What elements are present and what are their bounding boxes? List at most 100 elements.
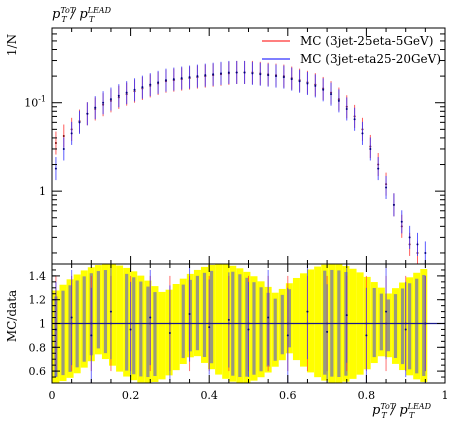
point-marker bbox=[204, 74, 207, 77]
data-point bbox=[188, 65, 191, 89]
ratio-point-marker bbox=[306, 310, 309, 313]
uncertainty-band-segment bbox=[222, 264, 230, 379]
uncertainty-band-segment bbox=[292, 277, 300, 361]
data-point bbox=[345, 97, 348, 121]
data-point bbox=[196, 64, 199, 88]
data-point bbox=[330, 82, 333, 106]
point-marker bbox=[290, 78, 293, 81]
overlap-band-segment bbox=[408, 283, 412, 370]
point-marker bbox=[164, 79, 167, 82]
ratio-xlabel: pToT T / pLEAD T bbox=[372, 402, 432, 420]
overlap-band-segment bbox=[273, 298, 277, 361]
ratio-point-marker bbox=[286, 334, 289, 337]
point-marker bbox=[337, 99, 340, 102]
overlap-band-segment bbox=[238, 274, 242, 377]
point-marker bbox=[54, 167, 57, 170]
ratio-point-marker bbox=[365, 334, 368, 337]
overlap-band-segment bbox=[195, 275, 200, 351]
point-marker bbox=[117, 94, 120, 97]
overlap-band-segment bbox=[372, 287, 376, 358]
data-point bbox=[227, 60, 230, 84]
uncertainty-band-segment bbox=[158, 291, 166, 380]
data-point bbox=[322, 78, 325, 102]
overlap-band-segment bbox=[400, 288, 405, 365]
point-marker bbox=[353, 118, 356, 121]
data-point bbox=[94, 96, 97, 120]
data-point bbox=[361, 121, 364, 145]
overlap-band-segment bbox=[287, 289, 291, 348]
uncertainty-band-segment bbox=[109, 264, 117, 366]
overlap-band-segment bbox=[139, 281, 143, 377]
ratio-point-marker bbox=[208, 326, 211, 329]
main-ylabel: 1/N bbox=[5, 34, 19, 56]
ratio-point-marker bbox=[149, 316, 152, 319]
ratio-point bbox=[109, 264, 112, 360]
point-marker bbox=[125, 91, 128, 94]
overlap-band-segment bbox=[209, 270, 214, 364]
data-point bbox=[290, 67, 293, 91]
x-tick-label: 0 bbox=[49, 389, 56, 402]
ratio-point-marker bbox=[326, 330, 329, 333]
ratio-y-tick-label: 1.2 bbox=[29, 294, 47, 307]
x-tick-label: 0.4 bbox=[200, 389, 218, 402]
legend: MC (3jet-25eta-5GeV) MC (3jet-eta25-20Ge… bbox=[262, 34, 441, 66]
point-marker bbox=[235, 71, 238, 74]
point-marker bbox=[361, 132, 364, 135]
point-marker bbox=[102, 101, 105, 104]
uncertainty-band-segment bbox=[172, 283, 180, 371]
point-marker bbox=[62, 147, 65, 150]
overlap-band-segment bbox=[153, 292, 157, 377]
legend-label-red: MC (3jet-25eta-5GeV) bbox=[300, 34, 433, 48]
data-point bbox=[54, 157, 57, 181]
data-point bbox=[133, 78, 136, 102]
point-marker bbox=[109, 98, 112, 101]
point-marker bbox=[275, 75, 278, 78]
data-point bbox=[164, 68, 167, 92]
overlap-band-segment bbox=[422, 274, 426, 376]
ratio-point bbox=[365, 287, 368, 383]
point-marker bbox=[157, 81, 160, 84]
overlap-band-segment bbox=[103, 270, 108, 354]
point-marker bbox=[141, 86, 144, 89]
point-marker bbox=[196, 75, 199, 78]
ratio-point-marker bbox=[385, 310, 388, 313]
data-point bbox=[157, 70, 160, 94]
point-marker bbox=[400, 220, 403, 223]
data-point bbox=[306, 71, 309, 96]
point-marker bbox=[188, 76, 191, 79]
overlap-band-segment bbox=[415, 278, 419, 374]
data-point bbox=[172, 67, 175, 91]
main-panel: 1 10-1 bbox=[24, 27, 446, 265]
overlap-band-segment bbox=[323, 270, 327, 375]
overlap-band-segment bbox=[280, 294, 284, 355]
ratio-point bbox=[404, 281, 407, 378]
point-marker bbox=[78, 121, 81, 124]
ratio-point bbox=[306, 264, 309, 360]
ratio-y-tick-label: 1 bbox=[39, 318, 46, 331]
overlap-band-segment bbox=[82, 276, 86, 362]
ratio-point-marker bbox=[70, 316, 73, 319]
overlap-band-segment bbox=[188, 279, 192, 352]
x-tick-label: 0.2 bbox=[122, 389, 140, 402]
ratio-point-marker bbox=[404, 328, 407, 331]
uncertainty-band-segment bbox=[314, 266, 322, 378]
point-marker bbox=[62, 135, 65, 138]
ratio-y-tick-label: 0.6 bbox=[29, 365, 47, 378]
x-tick-label: 0.6 bbox=[279, 389, 297, 402]
overlap-band-segment bbox=[393, 294, 398, 358]
point-marker bbox=[70, 132, 73, 135]
overlap-band-segment bbox=[181, 284, 185, 359]
data-point bbox=[212, 62, 215, 86]
ratio-point bbox=[90, 287, 93, 383]
point-marker bbox=[424, 251, 427, 254]
data-point bbox=[416, 232, 419, 256]
overlap-band-segment bbox=[386, 299, 391, 352]
data-point bbox=[251, 61, 254, 85]
ratio-point bbox=[227, 272, 230, 368]
point-marker bbox=[219, 72, 222, 75]
data-point bbox=[54, 131, 57, 155]
data-point bbox=[102, 91, 105, 115]
ratio-point-marker bbox=[109, 310, 112, 313]
ratio-point bbox=[326, 284, 329, 380]
overlap-band-segment bbox=[61, 290, 65, 376]
